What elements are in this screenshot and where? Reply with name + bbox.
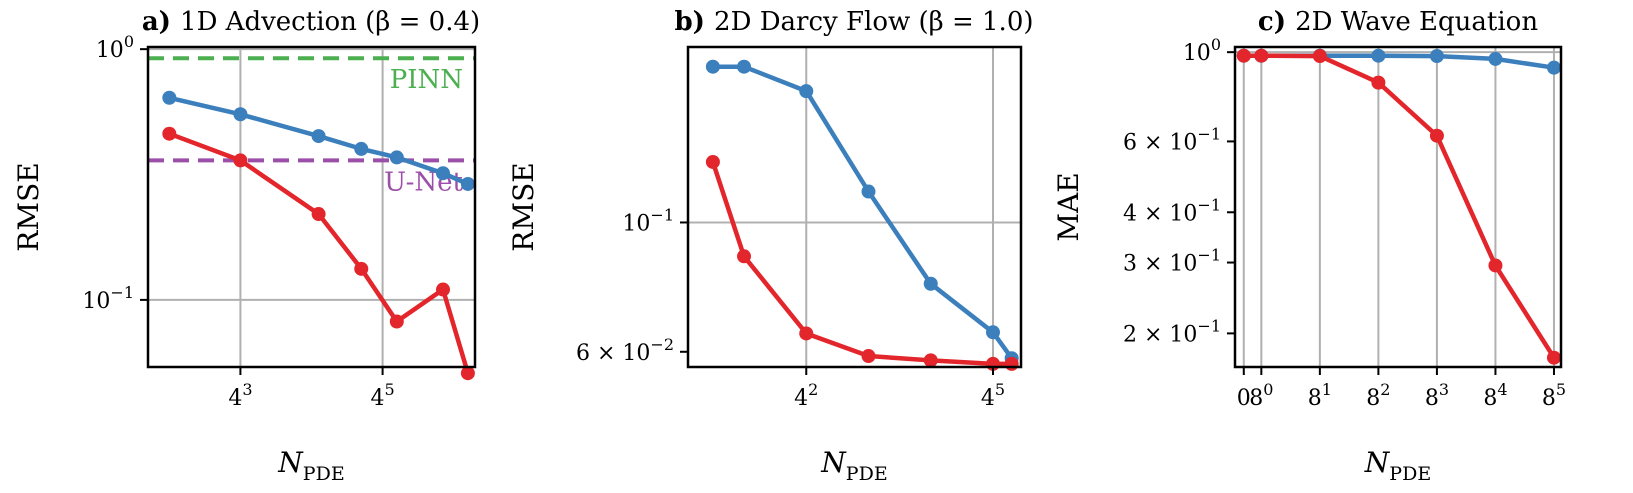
data-point	[799, 84, 814, 99]
y-tick-label: 4 × 10−1	[1123, 195, 1221, 226]
data-point	[460, 366, 475, 381]
data-point	[162, 90, 177, 105]
axes-frame	[686, 45, 1023, 369]
x-axis-label: NPDE	[277, 446, 344, 485]
y-tick-label: 100	[96, 32, 134, 63]
data-point	[162, 126, 177, 141]
data-point	[460, 176, 475, 191]
x-tick-label: 42	[794, 380, 818, 411]
x-tick-label: 82	[1366, 380, 1390, 411]
y-tick-label: 6 × 10−1	[1123, 124, 1221, 155]
data-point	[705, 59, 720, 74]
data-point	[923, 353, 938, 368]
panel-a: a) 1D Advection (β = 0.4) PINN U-Net 100 10−…	[12, 7, 480, 485]
data-point	[311, 207, 326, 222]
y-axis-label: MAE	[1052, 172, 1085, 241]
data-point	[436, 166, 451, 181]
y-axis-label: RMSE	[507, 162, 540, 251]
data-point	[1429, 49, 1444, 64]
x-tick-label: 83	[1425, 380, 1449, 411]
y-tick-label: 6 × 10−2	[576, 335, 674, 366]
data-point	[233, 107, 248, 122]
chart-title: b) 2D Darcy Flow (β = 1.0)	[675, 7, 1034, 37]
data-point	[436, 282, 451, 297]
y-tick-label: 100	[1183, 35, 1221, 66]
data-point	[737, 59, 752, 74]
x-tick-label: 0	[1237, 386, 1251, 411]
data-point	[861, 349, 876, 364]
reference-line-label: U-Net	[384, 167, 463, 197]
data-point	[1004, 356, 1019, 371]
data-point	[923, 276, 938, 291]
data-point	[1371, 75, 1386, 90]
data-point	[389, 150, 404, 165]
data-point	[985, 325, 1000, 340]
x-axis-label: NPDE	[820, 446, 887, 485]
data-point	[354, 261, 369, 276]
x-tick-label: 45	[981, 380, 1005, 411]
data-point	[233, 153, 248, 168]
data-point	[737, 249, 752, 264]
data-point	[1312, 49, 1327, 64]
data-point	[1254, 48, 1269, 63]
y-tick-label: 3 × 10−1	[1123, 246, 1221, 277]
data-point	[1371, 48, 1386, 63]
y-tick-label: 10−1	[82, 283, 134, 314]
x-tick-label: 81	[1308, 380, 1332, 411]
x-tick-label: 45	[370, 380, 394, 411]
y-tick-label: 10−1	[622, 205, 674, 236]
panel-c: c) 2D Wave Equation 100 6 × 10−1 4 × 10−1 3 …	[1052, 7, 1566, 485]
data-point	[1546, 350, 1561, 365]
data-point	[1236, 48, 1251, 63]
panel-b: b) 2D Darcy Flow (β = 1.0) 10−1 6 × 10−2 42…	[507, 7, 1034, 485]
x-tick-label: 43	[228, 380, 252, 411]
data-point	[861, 184, 876, 199]
data-point	[705, 154, 720, 169]
data-point	[389, 314, 404, 329]
reference-line-label: PINN	[390, 65, 463, 95]
y-axis-label: RMSE	[12, 162, 45, 251]
data-point	[799, 326, 814, 341]
data-point	[311, 129, 326, 144]
x-tick-label: 85	[1542, 380, 1566, 411]
x-axis-label: NPDE	[1364, 446, 1431, 485]
axes-frame	[146, 45, 477, 369]
series-line	[1243, 53, 1556, 359]
chart-title: c) 2D Wave Equation	[1258, 7, 1538, 37]
chart-title: a) 1D Advection (β = 0.4)	[142, 7, 480, 37]
x-tick-label: 80	[1249, 380, 1273, 411]
axes-frame	[1233, 45, 1563, 369]
data-point	[1546, 60, 1561, 75]
y-tick-label: 2 × 10−1	[1123, 316, 1221, 347]
data-point	[1429, 128, 1444, 143]
data-point	[354, 141, 369, 156]
series-line	[712, 64, 1014, 360]
data-point	[1488, 51, 1503, 66]
data-point	[1488, 258, 1503, 273]
x-tick-label: 84	[1483, 380, 1507, 411]
